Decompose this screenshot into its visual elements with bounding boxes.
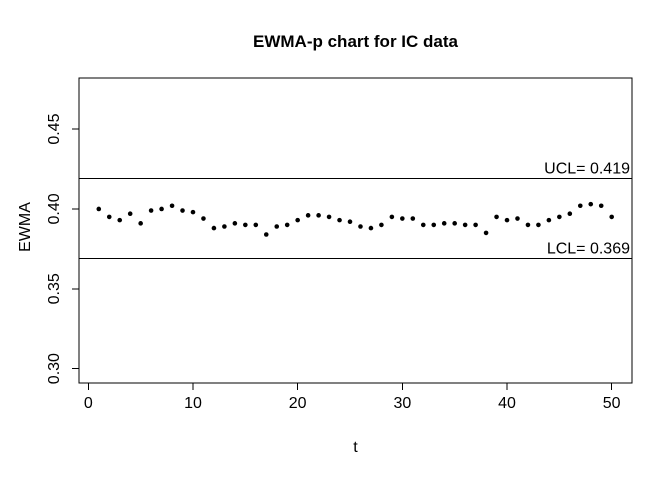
data-point	[462, 222, 468, 228]
y-tick-label: 0.45	[46, 113, 63, 144]
data-point	[536, 222, 541, 228]
data-point	[127, 211, 133, 217]
data-point	[347, 219, 353, 225]
data-point	[420, 222, 426, 228]
plot-generated-content: 0 10 20 30 40 50 0.30 0.35 0.40 0.45 UCL= 0.419 LCL…	[46, 77, 633, 412]
x-tick-label: 50	[603, 395, 621, 412]
data-point	[96, 206, 102, 212]
data-point	[441, 221, 447, 226]
data-point	[609, 214, 614, 220]
data-point	[263, 232, 269, 237]
data-point	[379, 222, 384, 228]
data-point	[159, 206, 164, 212]
data-point	[232, 221, 238, 226]
data-point	[358, 224, 363, 229]
plot-border	[78, 77, 633, 384]
y-tick-label: 0.30	[46, 353, 63, 384]
data-point	[389, 214, 395, 220]
y-axis-title: EWMA	[17, 202, 34, 252]
data-point	[368, 225, 374, 231]
x-tick-label: 40	[498, 395, 516, 412]
x-tick-label: 30	[393, 395, 411, 412]
data-point	[483, 230, 489, 236]
data-point	[588, 201, 594, 207]
data-point	[452, 221, 457, 226]
data-point	[410, 216, 416, 221]
data-point	[222, 224, 227, 229]
ucl-label: UCL= 0.419	[544, 161, 630, 178]
data-point	[557, 214, 562, 220]
data-point	[305, 213, 311, 218]
data-point	[295, 217, 300, 223]
x-axis-title: t	[353, 439, 358, 456]
data-point	[274, 224, 280, 229]
data-point	[525, 222, 531, 228]
data-point	[546, 217, 552, 223]
data-point	[400, 216, 405, 221]
data-point	[190, 209, 196, 215]
data-point	[117, 217, 123, 223]
lcl-label: LCL= 0.369	[547, 240, 630, 257]
data-point	[577, 203, 583, 209]
chart-title: EWMA-p chart for IC data	[253, 32, 458, 51]
data-point	[180, 208, 185, 213]
y-tick-label: 0.40	[46, 193, 63, 224]
data-point	[473, 222, 478, 228]
x-tick-label: 10	[184, 395, 202, 412]
data-point	[337, 217, 342, 223]
x-tick-label: 20	[289, 395, 307, 412]
data-point	[326, 214, 332, 220]
data-point	[148, 208, 154, 213]
data-point	[253, 222, 259, 228]
data-point	[316, 213, 321, 218]
data-point	[504, 217, 510, 223]
data-point	[243, 222, 248, 228]
data-point	[494, 214, 499, 220]
data-point	[211, 225, 217, 231]
data-point	[106, 214, 112, 220]
data-point	[284, 222, 290, 228]
x-tick-label: 0	[84, 395, 93, 412]
data-point	[598, 203, 604, 209]
data-point	[567, 211, 573, 217]
data-point	[138, 221, 143, 226]
data-point	[169, 203, 175, 209]
data-point	[201, 216, 206, 221]
y-tick-label: 0.35	[46, 273, 63, 304]
data-point	[431, 222, 437, 228]
data-point	[515, 216, 520, 221]
